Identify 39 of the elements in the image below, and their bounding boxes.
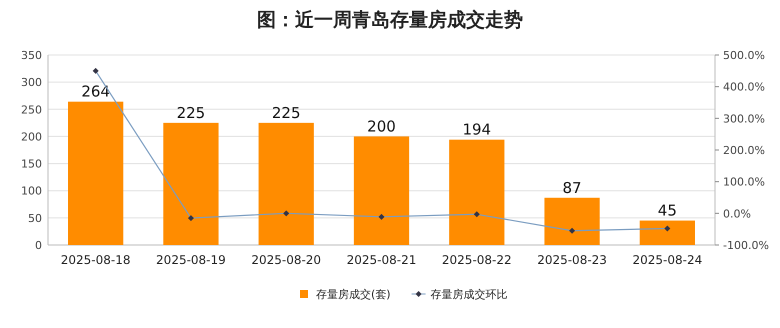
data-label: 264 [81, 82, 110, 101]
y2-tick-label: 200.0% [723, 144, 765, 157]
y-tick-label: 200 [21, 130, 42, 144]
data-label: 225 [176, 104, 206, 122]
y-tick-label: 150 [21, 158, 42, 171]
data-label: 200 [367, 117, 396, 136]
y2-tick-label: 0.0% [723, 207, 751, 220]
chart-title: 图：近一周青岛存量房成交走势 [257, 9, 523, 31]
y-tick-label: 100 [21, 184, 42, 198]
x-tick-label: 2025-08-22 [442, 253, 512, 267]
y-tick-label: 250 [21, 103, 42, 116]
y2-tick-label: 400.0% [723, 80, 765, 94]
x-tick-label: 2025-08-23 [537, 253, 607, 267]
data-label: 194 [462, 120, 492, 139]
x-tick-label: 2025-08-24 [632, 253, 702, 267]
x-tick-label: 2025-08-20 [251, 253, 322, 267]
bar [163, 122, 219, 245]
y-tick-label: 350 [21, 49, 42, 62]
y-tick-label: 0 [35, 239, 42, 252]
x-tick-label: 2025-08-21 [346, 253, 416, 267]
bar [68, 102, 124, 245]
x-tick-label: 2025-08-19 [156, 253, 226, 267]
y2-tick-label: 500.0% [723, 49, 765, 62]
bar [354, 136, 410, 245]
bar [640, 220, 695, 245]
legend-label: 存量房成交(套) [316, 288, 391, 301]
y2-tick-label: 100.0% [723, 176, 765, 189]
data-label: 87 [562, 178, 582, 197]
y-tick-label: 300 [21, 76, 42, 90]
bar [258, 122, 314, 245]
bar [449, 140, 504, 245]
y-tick-label: 50 [28, 212, 42, 225]
data-label: 45 [658, 202, 677, 220]
x-tick-label: 2025-08-18 [60, 253, 131, 267]
data-label: 225 [272, 104, 301, 122]
y2-tick-label: -100.0% [723, 239, 769, 252]
legend-label: 存量房成交环比 [430, 288, 508, 301]
y2-tick-label: 300.0% [723, 112, 765, 126]
bar [544, 198, 600, 245]
